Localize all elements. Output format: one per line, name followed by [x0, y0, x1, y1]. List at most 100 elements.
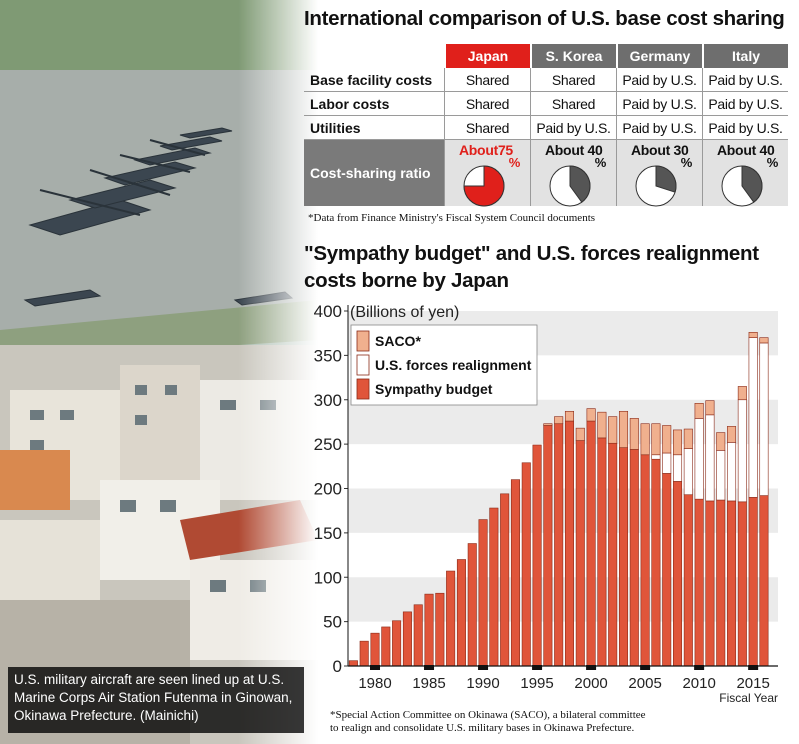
table-cell: Shared — [530, 68, 616, 92]
table-cell: Paid by U.S. — [616, 92, 702, 116]
ratio-prefix: About — [717, 142, 756, 158]
x-tick — [694, 665, 705, 670]
bar-segment — [683, 494, 693, 667]
pie-chart-japan — [463, 165, 505, 207]
pie-chart-germany — [635, 165, 677, 207]
y-tick-label: 350 — [314, 346, 342, 365]
pie-slice — [569, 165, 591, 203]
ratio-cell-germany: About 30 % — [616, 140, 702, 207]
legend-swatch — [356, 330, 370, 352]
x-tick — [640, 665, 651, 670]
y-tick-label: 0 — [333, 657, 342, 676]
y-axis-label: (Billions of yen) — [350, 304, 459, 321]
bar-segment — [748, 331, 758, 338]
bar-segment — [489, 507, 499, 667]
cost-sharing-table: Japan S. Korea Germany Italy Base facili… — [304, 44, 788, 207]
x-tick-label: 2010 — [682, 675, 715, 692]
pie-chart-italy — [721, 165, 763, 207]
bar-segment — [651, 458, 661, 667]
bar-segment — [467, 543, 477, 667]
ratio-value: 30 — [673, 142, 689, 158]
ratio-unit: % — [508, 155, 521, 170]
table-cell: Shared — [444, 92, 530, 116]
bar-segment — [554, 416, 564, 425]
column-header-germany: Germany — [616, 44, 702, 68]
chart-title-line2: costs borne by Japan — [304, 269, 509, 292]
x-tick — [424, 665, 435, 670]
table-cell: Paid by U.S. — [702, 116, 788, 140]
table-title: International comparison of U.S. base co… — [304, 7, 785, 30]
table-cell: Paid by U.S. — [616, 68, 702, 92]
bar-segment — [359, 640, 369, 667]
table-cell: Shared — [444, 116, 530, 140]
bar-segment — [564, 420, 574, 667]
bar-segment — [683, 428, 693, 449]
ratio-unit: % — [766, 155, 779, 170]
bar-segment — [608, 442, 618, 667]
bar-segment — [727, 426, 737, 443]
bar-segment — [705, 400, 715, 416]
bar-segment — [597, 437, 607, 667]
legend-label: Sympathy budget — [375, 381, 493, 397]
ratio-unit: % — [680, 155, 693, 170]
pie-slice — [741, 165, 763, 203]
table-cell: Paid by U.S. — [616, 116, 702, 140]
bar-segment — [543, 425, 553, 667]
bar-segment — [673, 454, 683, 482]
bar-segment — [500, 493, 510, 667]
pie-slice — [655, 165, 677, 193]
y-tick-label: 200 — [314, 480, 342, 499]
bar-segment — [737, 501, 747, 667]
y-tick-label: 300 — [314, 391, 342, 410]
column-header-japan: Japan — [444, 44, 530, 68]
x-tick — [370, 665, 381, 670]
budget-bar-chart: 0 50 100 150 200 250 300 350 400 (Billions of yen… — [314, 302, 778, 705]
futenma-photo — [0, 0, 318, 744]
ratio-row: Cost-sharing ratio About75 % About 40 % … — [304, 140, 788, 207]
legend-swatch — [356, 354, 370, 376]
bar-segment — [727, 442, 737, 502]
table-cell: Paid by U.S. — [702, 92, 788, 116]
chart-footnote-line1: *Special Action Committee on Okinawa (SA… — [330, 709, 646, 721]
x-tick — [478, 665, 489, 670]
bar-segment — [435, 592, 445, 667]
bar-segment — [716, 432, 726, 451]
ratio-prefix: About — [545, 142, 584, 158]
bar-segment — [737, 386, 747, 401]
bar-segment — [651, 423, 661, 456]
pie-slice — [463, 165, 505, 207]
bar-segment — [651, 454, 661, 460]
row-label: Utilities — [304, 116, 444, 140]
y-tick-label: 400 — [314, 302, 342, 321]
bar-segment — [586, 420, 596, 667]
chart-title-line1: "Sympathy budget" and U.S. forces realig… — [304, 242, 759, 265]
ratio-unit: % — [594, 155, 607, 170]
ratio-cell-japan: About75 % — [444, 140, 530, 207]
bar-segment — [402, 611, 412, 667]
table-cell: Shared — [444, 68, 530, 92]
bar-segment — [618, 410, 629, 448]
column-header-south-korea: S. Korea — [530, 44, 616, 68]
ratio-prefix: About — [631, 142, 670, 158]
bar-segment — [629, 449, 639, 667]
bar-segment — [413, 604, 423, 667]
bar-segment — [554, 423, 564, 667]
bar-segment — [759, 337, 769, 344]
bar-segment — [586, 408, 596, 422]
bar-segment — [673, 429, 683, 456]
bar-segment — [662, 452, 672, 474]
bar-segment — [759, 495, 769, 667]
table-corner — [304, 44, 444, 68]
bar-segment — [759, 342, 769, 496]
x-tick-label: 2015 — [736, 675, 769, 692]
bar-segment — [694, 403, 704, 419]
legend-label: SACO* — [375, 333, 421, 349]
bar-segment — [456, 559, 466, 667]
bar-segment — [640, 423, 650, 456]
legend-label: U.S. forces realignment — [375, 357, 532, 373]
bar-segment — [521, 462, 531, 667]
ratio-prefix: About — [459, 142, 498, 158]
bar-segment — [737, 399, 747, 503]
bar-segment — [662, 473, 672, 667]
bar-segment — [348, 660, 358, 667]
